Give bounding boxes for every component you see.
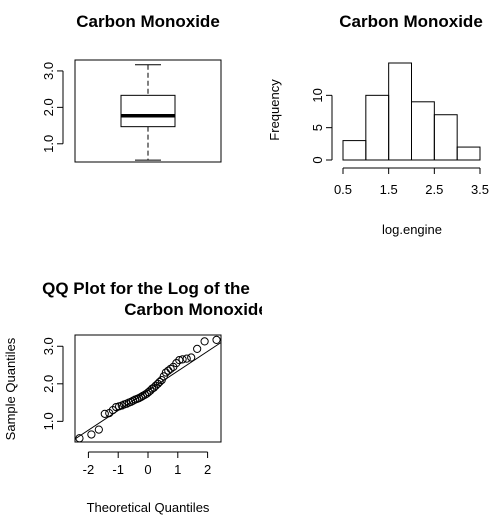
qqplot-point [100,409,109,418]
qqplot-point [212,335,221,344]
qqplot-point [87,430,96,439]
boxplot-panel: Carbon Monoxide 1.0 2.0 3.0 [41,12,222,163]
histogram-y-label: Frequency [267,79,282,141]
qqplot-reference-line [74,342,222,440]
qqplot-x-tick-label: -2 [83,462,95,477]
histogram-bar [365,94,390,161]
qqplot-y-axis: 1.0 2.0 3.0 [41,337,64,430]
qqplot-point [155,377,164,387]
boxplot-title: Carbon Monoxide [76,12,220,31]
qqplot-point [166,364,175,373]
histogram-y-tick-label: 0 [310,156,325,163]
histogram-x-tick-label: 3.5 [471,182,489,197]
histogram-bars [342,62,481,161]
qqplot-point [178,355,187,364]
histogram-x-axis: 0.5 1.5 2.5 3.5 [334,167,489,197]
qqplot-title-line2: Carbon Monoxide [124,300,268,319]
qqplot-y-tick-label: 1.0 [41,412,56,430]
boxplot-y-tick-label: 2.0 [41,98,56,116]
histogram-y-tick-label: 10 [310,88,325,102]
qqplot-x-tick-label: 1 [174,462,181,477]
histogram-y-axis: 0 5 10 [310,88,333,164]
boxplot-box [120,94,176,128]
boxplot-frame [74,59,222,163]
histogram-title: Carbon Monoxide [339,12,483,31]
qqplot-title-line1: QQ Plot for the Log of the [42,279,250,298]
qqplot-x-tick-label: 2 [204,462,211,477]
qqplot-point [75,434,84,443]
qqplot-title-clip: QQ Plot for the Log of the Carbon Monoxi… [42,279,268,319]
histogram-bar [411,101,435,161]
qqplot-point [164,366,173,375]
qqplot-x-axis: -2 -1 0 1 2 [83,451,211,477]
boxplot-y-axis: 1.0 2.0 3.0 [41,62,64,153]
qqplot-point [94,425,103,434]
histogram-x-tick-label: 1.5 [380,182,398,197]
boxplot-y-tick-label: 3.0 [41,62,56,80]
qqplot-point [175,356,184,365]
qqplot-x-tick-label: -1 [112,462,124,477]
qqplot-point [193,344,202,353]
qqplot-point [182,354,191,363]
histogram-y-tick-label: 5 [310,124,325,131]
qqplot-y-tick-label: 3.0 [41,337,56,355]
histogram-bar [433,114,458,161]
qqplot-frame [74,334,222,443]
qqplot-point [134,393,144,403]
qqplot-point [187,353,196,362]
boxplot-y-tick-label: 1.0 [41,135,56,153]
histogram-bar [388,62,412,161]
histogram-x-tick-label: 0.5 [334,182,352,197]
qqplot-reference-line-group [74,342,222,440]
histogram-x-label: log.engine [382,222,442,237]
qqplot-point [200,337,209,346]
histogram-panel: Carbon Monoxide 0 5 10 0.5 1.5 2.5 3.5 log.en… [267,12,489,237]
qqplot-panel: QQ Plot for the Log of the Carbon Monoxi… [3,279,268,515]
qqplot-point [138,391,148,400]
qqplot-x-label: Theoretical Quantiles [87,500,210,515]
histogram-x-tick-label: 2.5 [425,182,443,197]
qqplot-y-label: Sample Quantiles [3,337,18,440]
qqplot-x-tick-label: 0 [144,462,151,477]
qqplot-point [112,402,121,412]
histogram-bar [456,146,481,161]
boxplot-marks [120,64,176,161]
qqplot-y-tick-label: 2.0 [41,375,56,393]
qqplot-points [75,335,221,443]
histogram-bar [342,140,367,161]
qqplot-point [172,359,181,368]
